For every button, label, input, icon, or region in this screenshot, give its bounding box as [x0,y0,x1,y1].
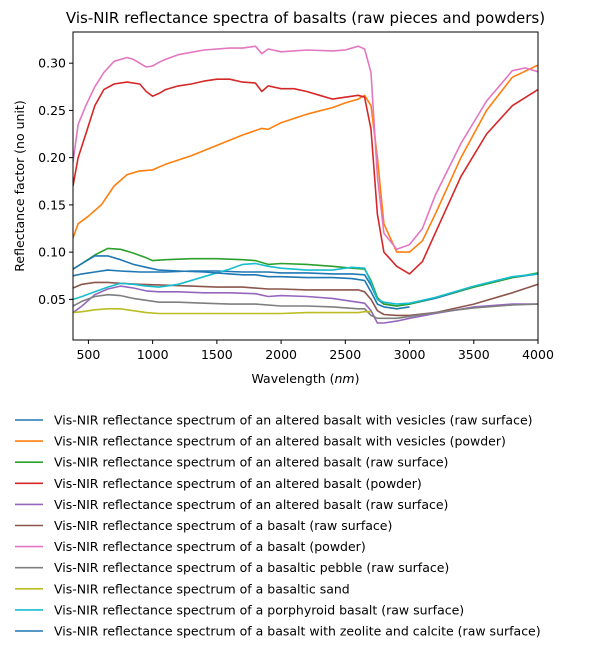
y-axis: 0.05 0.10 0.15 0.20 0.25 0.30 [38,56,73,307]
series-line [73,308,371,315]
plot-area [72,31,539,341]
series-line [73,64,538,253]
y-axis-label: Reflectance factor (no unit) [12,100,27,271]
legend-entry: Vis-NIR reflectance spectrum of an alter… [54,476,422,491]
x-tick-label: 3000 [394,347,426,362]
series-line [73,293,538,320]
legend-entry: Vis-NIR reflectance spectrum of a basalt… [54,581,350,596]
series-line [73,262,538,305]
plot-frame [72,31,539,341]
legend-entry: Vis-NIR reflectance spectrum of an alter… [54,434,506,449]
legend: Vis-NIR reflectance spectrum of an alter… [15,413,541,639]
x-tick-label: 1500 [201,347,233,362]
legend-entry: Vis-NIR reflectance spectrum of an alter… [54,455,448,470]
x-axis-label-close: ) [355,371,360,386]
series-line [73,78,538,275]
y-tick-label: 0.30 [38,56,66,71]
x-tick-label: 4000 [522,347,554,362]
series-line [73,255,410,310]
x-tick-label: 1000 [137,347,169,362]
y-tick-label: 0.05 [38,292,66,307]
x-axis-label: Wavelength (nm) [251,371,359,386]
legend-entry: Vis-NIR reflectance spectrum of a porphy… [54,602,464,617]
y-tick-label: 0.15 [38,197,66,212]
legend-entry: Vis-NIR reflectance spectrum of a basalt… [54,560,449,575]
legend-entry: Vis-NIR reflectance spectrum of a basalt… [54,539,366,554]
series-line [73,247,538,307]
series-lines [73,45,538,324]
legend-entry: Vis-NIR reflectance spectrum of an alter… [54,413,533,428]
chart-title: Vis-NIR reflectance spectra of basalts (… [66,9,545,27]
x-tick-label: 2000 [265,347,297,362]
x-tick-label: 3500 [458,347,490,362]
x-axis-label-unit: nm [335,371,355,386]
legend-entry: Vis-NIR reflectance spectrum of a basalt… [54,624,541,639]
legend-entry: Vis-NIR reflectance spectrum of an alter… [54,497,448,512]
x-tick-label: 2500 [329,347,361,362]
x-axis: 500 1000 1500 2000 2500 3000 3500 4000 [76,340,554,362]
legend-entry: Vis-NIR reflectance spectrum of a basalt… [54,518,392,533]
series-line [73,285,538,324]
x-tick-label: 500 [76,347,100,362]
y-tick-label: 0.20 [38,150,66,165]
y-tick-label: 0.25 [38,103,66,118]
x-axis-label-text: Wavelength ( [251,371,334,386]
y-tick-label: 0.10 [38,245,66,260]
series-line [73,45,538,251]
